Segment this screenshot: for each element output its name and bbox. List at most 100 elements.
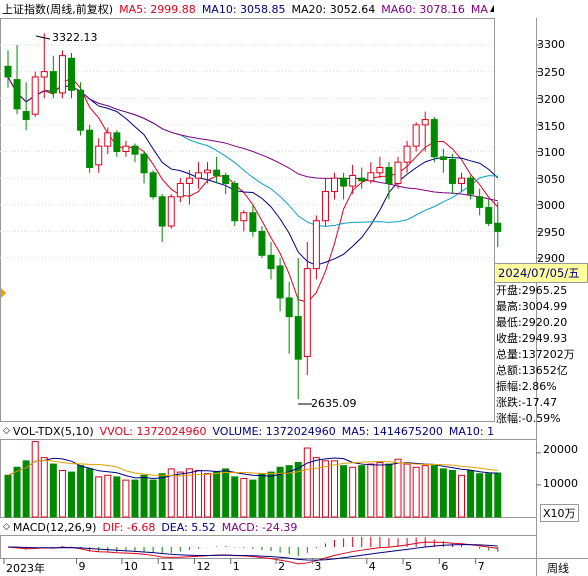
candle-body — [86, 129, 94, 168]
period-label[interactable]: 周线 — [547, 562, 569, 575]
volume-bar — [367, 463, 375, 518]
candle-body — [467, 177, 475, 195]
volume-bar — [412, 466, 420, 518]
candle-body — [176, 182, 184, 198]
vvol-readout: VVOL: 1372024960 — [99, 424, 207, 438]
volume-bar — [340, 465, 348, 518]
candle-body — [494, 222, 502, 232]
candle-body — [113, 132, 121, 153]
macd-collapse-icon[interactable]: ◇ — [3, 522, 10, 532]
candle-body — [67, 57, 75, 91]
x-axis-label: 9 — [78, 560, 86, 573]
expand-left-icon — [1, 288, 6, 298]
candle-body — [448, 158, 456, 184]
x-axis-label: 11 — [160, 560, 175, 573]
ma5-readout: MA5: 2999.88 — [119, 2, 196, 16]
candlestick-series — [4, 33, 502, 400]
volume-bar — [231, 476, 239, 518]
candle-body — [294, 316, 302, 360]
vol-tick: 20000 — [543, 443, 578, 456]
x-axis-label: 1 — [232, 560, 240, 573]
price-tick: 3150 — [537, 120, 565, 133]
ma60-readout: MA60: 3078.16 — [381, 2, 465, 16]
dropdown-triangle-icon[interactable]: ▲ — [489, 4, 494, 14]
main-pane-frame — [0, 18, 495, 422]
candle-body — [312, 220, 320, 270]
volume-bar — [158, 473, 166, 518]
volume-header: ◇ VOL-TDX(5,10) VVOL: 1372024960 VOLUME:… — [0, 422, 588, 440]
main-chart-header: 上证指数(周线,前复权) MA5: 2999.88 MA10: 3058.85 … — [0, 0, 494, 18]
volume-bar — [149, 479, 157, 518]
volume-bar — [58, 469, 66, 518]
x-axis-label: 2 — [278, 560, 286, 573]
volume-ma-lines — [7, 457, 498, 480]
volume-bars — [4, 441, 541, 518]
candle-body — [358, 177, 366, 182]
candle-body — [213, 169, 221, 176]
volume-bar — [331, 460, 339, 518]
macd-title[interactable]: MACD(12,26,9) — [12, 520, 97, 534]
candle-body — [403, 145, 411, 163]
price-gridlines — [0, 44, 541, 259]
candle-body — [194, 172, 202, 179]
info-amount: 总额:13652亿 — [496, 364, 568, 377]
volume-bar — [222, 468, 230, 518]
volume-bar — [476, 473, 484, 518]
volume-bar — [13, 466, 21, 518]
volume-bar — [194, 469, 202, 518]
macd-series — [7, 536, 499, 565]
x-axis-label: 5 — [405, 560, 413, 573]
volume-bar — [321, 460, 329, 518]
dea-line — [7, 544, 498, 561]
volume-bar — [421, 465, 429, 518]
vol-title[interactable]: VOL-TDX(5,10) — [12, 424, 94, 438]
dea-readout: DEA: 5.52 — [161, 520, 216, 534]
candle-body — [104, 132, 112, 147]
candle-body — [303, 268, 311, 358]
candle-body — [385, 166, 393, 184]
volume-bar — [176, 471, 184, 518]
vol-collapse-icon[interactable]: ◇ — [3, 426, 10, 436]
volume-bar — [131, 479, 139, 518]
volume-bar — [167, 468, 175, 518]
x-axis-label: 7 — [477, 560, 485, 573]
volume-bar — [439, 468, 447, 518]
volume-bar — [458, 474, 465, 518]
candle-body — [276, 265, 284, 299]
volume-bar — [285, 465, 293, 518]
info-amplitude: 振幅:2.86% — [496, 380, 557, 393]
candle-body — [331, 177, 339, 192]
x-axis-label: 2023年 — [6, 562, 45, 575]
candle-body — [421, 119, 429, 126]
candle-body — [231, 182, 239, 222]
volume-bar — [95, 476, 103, 518]
candle-body — [321, 190, 329, 222]
price-tick: 3300 — [537, 38, 565, 51]
x-axis-ticks — [3, 558, 477, 564]
volume-bar — [77, 465, 85, 518]
ma60-line — [7, 76, 498, 202]
candle-body — [122, 145, 130, 153]
candle-body — [185, 177, 193, 184]
volume-bar — [258, 473, 266, 518]
info-volume: 总量:137202万 — [496, 348, 575, 361]
x-axis-label: 4 — [368, 560, 376, 573]
candle-body — [31, 76, 39, 115]
volume-bar — [86, 468, 94, 518]
dif-readout: DIF: -6.68 — [102, 520, 156, 534]
x-axis-label: 12 — [196, 560, 211, 573]
candle-body — [249, 212, 257, 232]
candle-body — [476, 196, 484, 208]
volume-bar — [49, 463, 57, 518]
volume-bar — [494, 472, 502, 518]
chart-title[interactable]: 上证指数(周线,前复权) — [2, 3, 114, 16]
volume-bar — [22, 460, 30, 518]
info-change: 涨跌:-17.47 — [496, 396, 558, 409]
candle-body — [285, 297, 293, 318]
candle-body — [349, 174, 357, 187]
candle-body — [340, 177, 348, 187]
volume-bar — [249, 479, 257, 518]
ma-more-readout: MA — [470, 2, 488, 16]
candle-body — [95, 145, 103, 166]
